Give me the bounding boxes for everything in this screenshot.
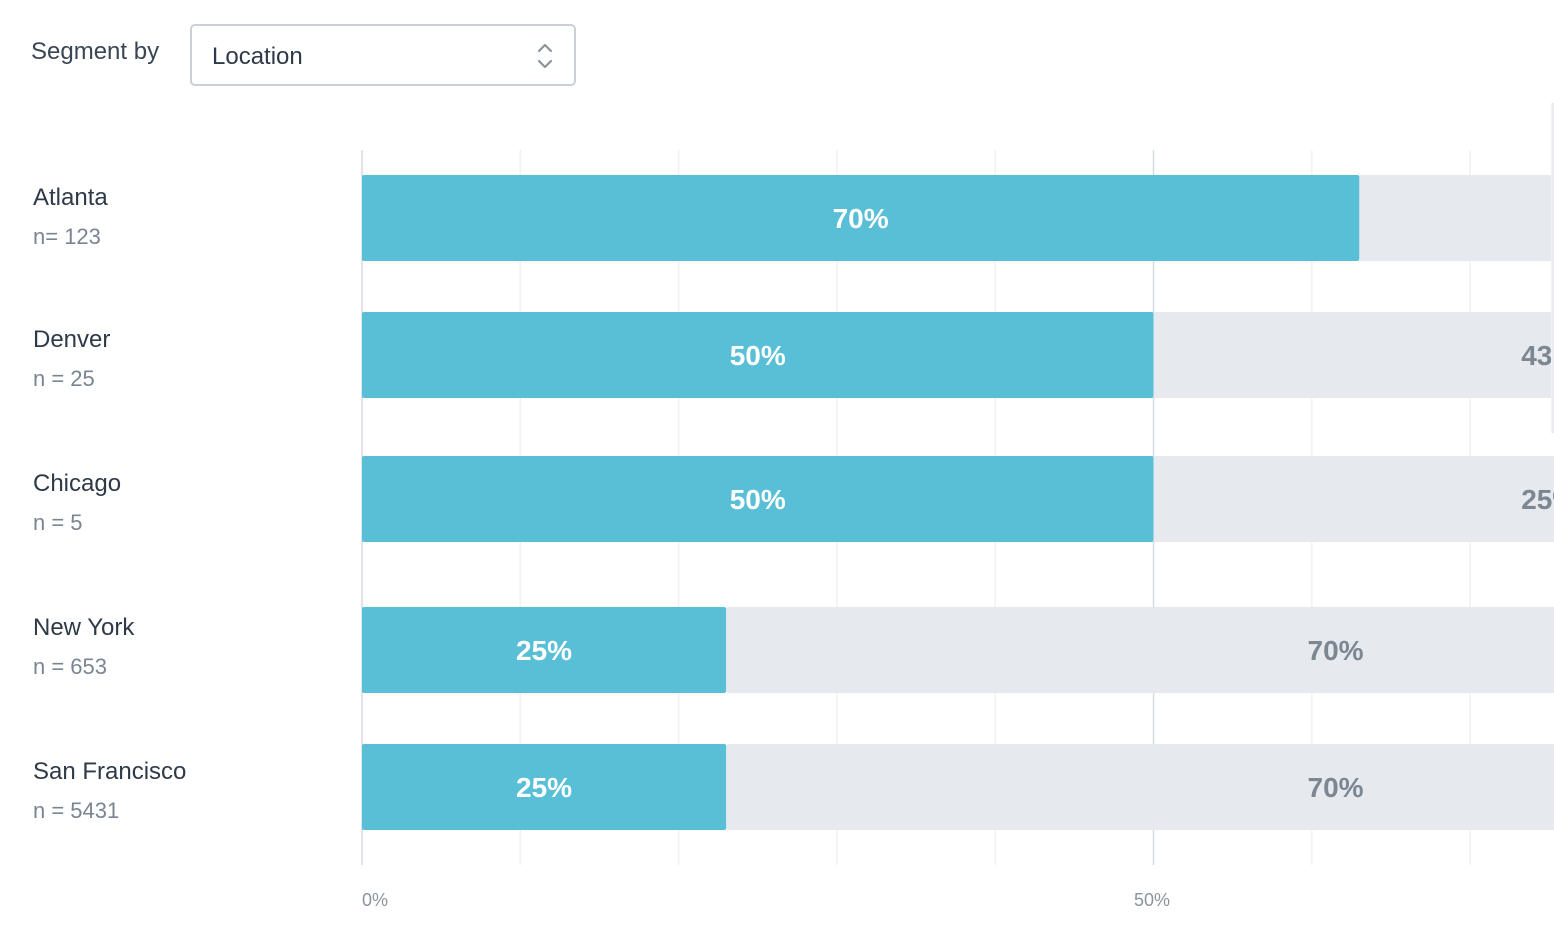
segment-by-label: Segment by [31,38,160,65]
bar-primary-new-york [362,607,727,693]
chevron-up-down-icon [537,43,553,69]
row-count: n = 25 [33,366,95,391]
scroll-edge [1551,103,1554,433]
row-name: New York [33,614,135,641]
bar-label-secondary-new-york: 70% [1308,635,1364,666]
bar-secondary-chicago [1153,456,1554,542]
bar-label-secondary-chicago: 25% [1521,484,1554,515]
row-name: Denver [33,326,111,353]
segment-select[interactable]: Location [190,24,576,86]
bar-secondary-new-york [726,607,1554,693]
bar-label-primary-atlanta: 70% [833,203,889,234]
row-label-atlanta: Atlanta n= 123 [33,183,108,252]
bar-label-primary-denver: 50% [730,340,786,371]
row-label-chicago: Chicago n = 5 [33,469,121,538]
row-label-new-york: New York n = 653 [33,613,134,682]
bar-label-secondary-denver: 43% [1521,340,1554,371]
bar-secondary-denver [1153,312,1554,398]
row-name: San Francisco [33,758,187,785]
bar-primary-denver [362,312,1154,398]
segment-select-value: Location [212,43,303,70]
row-label-denver: Denver n = 25 [33,325,110,394]
row-count: n= 123 [33,224,101,249]
row-count: n = 653 [33,654,108,679]
bar-primary-atlanta [362,175,1360,261]
bar-secondary-san-francisco [726,744,1554,830]
bar-secondary-atlanta [1359,175,1554,261]
row-label-san-francisco: San Francisco n = 5431 [33,757,186,826]
row-count: n = 5 [33,510,83,535]
bar-label-secondary-san-francisco: 70% [1308,772,1364,803]
row-name: Atlanta [33,184,108,211]
bar-primary-chicago [362,456,1154,542]
x-tick-50: 50% [1134,890,1171,910]
bar-label-primary-new-york: 25% [516,635,572,666]
bar-primary-san-francisco [362,744,727,830]
row-name: Chicago [33,470,122,497]
bar-label-primary-chicago: 50% [730,484,786,515]
bar-label-primary-san-francisco: 25% [516,772,572,803]
x-tick-0: 0% [362,890,389,910]
row-count: n = 5431 [33,798,120,823]
